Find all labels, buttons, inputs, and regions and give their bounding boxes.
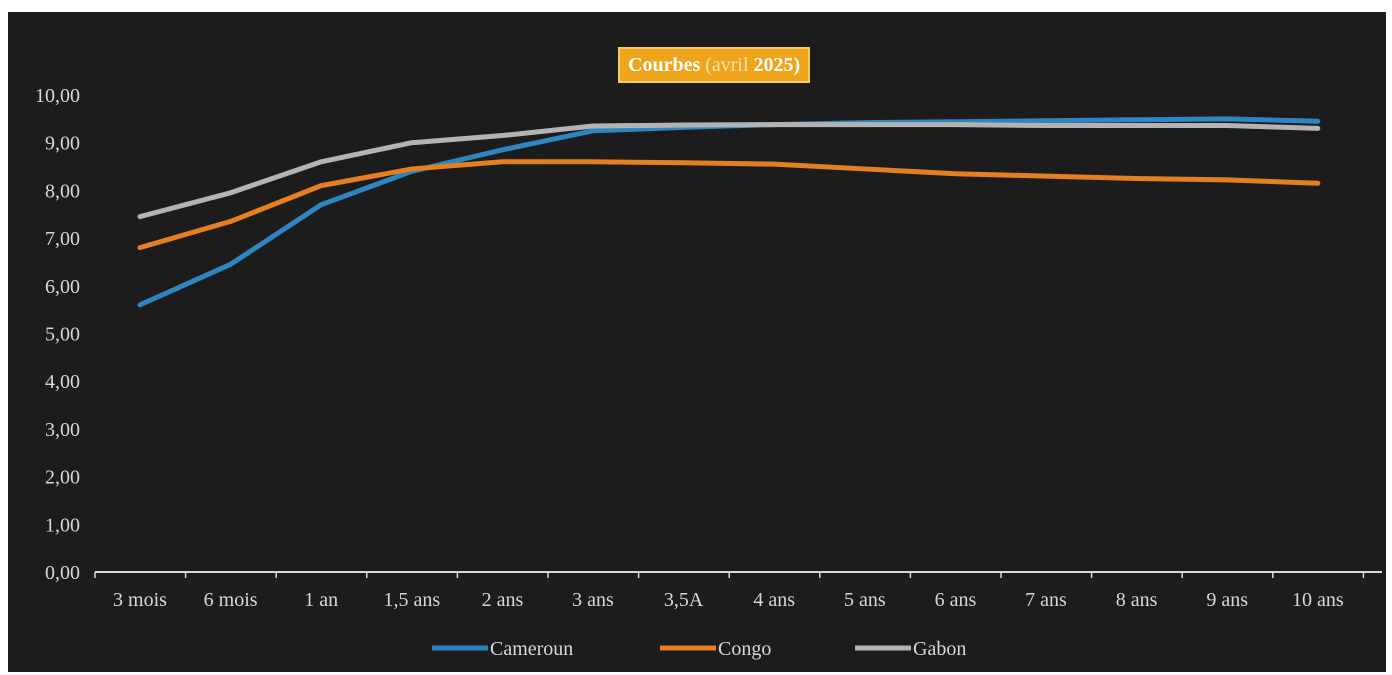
x-tick-label: 1 an xyxy=(304,589,338,611)
y-tick-label: 5,00 xyxy=(45,324,80,346)
x-tick-label: 5 ans xyxy=(844,589,886,611)
y-tick-label: 1,00 xyxy=(45,514,80,536)
y-tick-label: 4,00 xyxy=(45,371,80,393)
series-line-congo xyxy=(137,159,1321,251)
x-tick-label: 4 ans xyxy=(753,589,795,611)
x-tick-label: 6 mois xyxy=(204,589,258,611)
y-tick-label: 3,00 xyxy=(45,419,80,441)
legend-label-gabon: Gabon xyxy=(913,638,966,660)
chart-subtitle-month: (avril xyxy=(705,53,754,76)
y-tick-label: 7,00 xyxy=(45,228,80,250)
y-tick-label: 0,00 xyxy=(45,562,80,584)
y-tick-label: 9,00 xyxy=(45,133,80,155)
chart-subtitle-year: 2025) xyxy=(753,53,801,76)
series-line-cameroun xyxy=(137,116,1321,308)
y-tick-label: 10,00 xyxy=(35,85,80,107)
x-tick-label: 3 mois xyxy=(113,589,167,611)
x-tick-label: 3 ans xyxy=(572,589,614,611)
x-tick-label: 9 ans xyxy=(1206,589,1248,611)
x-tick-label: 8 ans xyxy=(1116,589,1158,611)
x-axis-ticks: 3 mois 6 mois 1 an 1,5 ans 2 ans 3 ans 3,5A 4 a… xyxy=(94,572,1365,611)
chart-title: Courbes xyxy=(628,53,701,76)
chart-subtitle: (avril 2025) xyxy=(705,54,800,77)
legend: Cameroun Congo Gabon xyxy=(432,638,966,660)
x-tick-label: 6 ans xyxy=(935,589,977,611)
legend-label-congo: Congo xyxy=(718,638,771,660)
chart-title-box: Courbes (avril 2025) xyxy=(618,47,811,83)
x-tick-label: 1,5 ans xyxy=(383,589,440,611)
y-axis-ticks: 0,00 1,00 2,00 3,00 4,00 5,00 6,00 7,00 8,00 9,00… xyxy=(35,85,80,584)
x-tick-label: 7 ans xyxy=(1025,589,1067,611)
x-tick-label: 3,5A xyxy=(664,589,704,611)
series-lines xyxy=(137,116,1321,308)
legend-label-cameroun: Cameroun xyxy=(490,638,573,660)
x-tick-label: 10 ans xyxy=(1292,589,1344,611)
y-tick-label: 8,00 xyxy=(45,180,80,202)
series-line-gabon xyxy=(137,122,1321,220)
x-tick-label: 2 ans xyxy=(482,589,524,611)
y-tick-label: 2,00 xyxy=(45,467,80,489)
y-tick-label: 6,00 xyxy=(45,276,80,298)
